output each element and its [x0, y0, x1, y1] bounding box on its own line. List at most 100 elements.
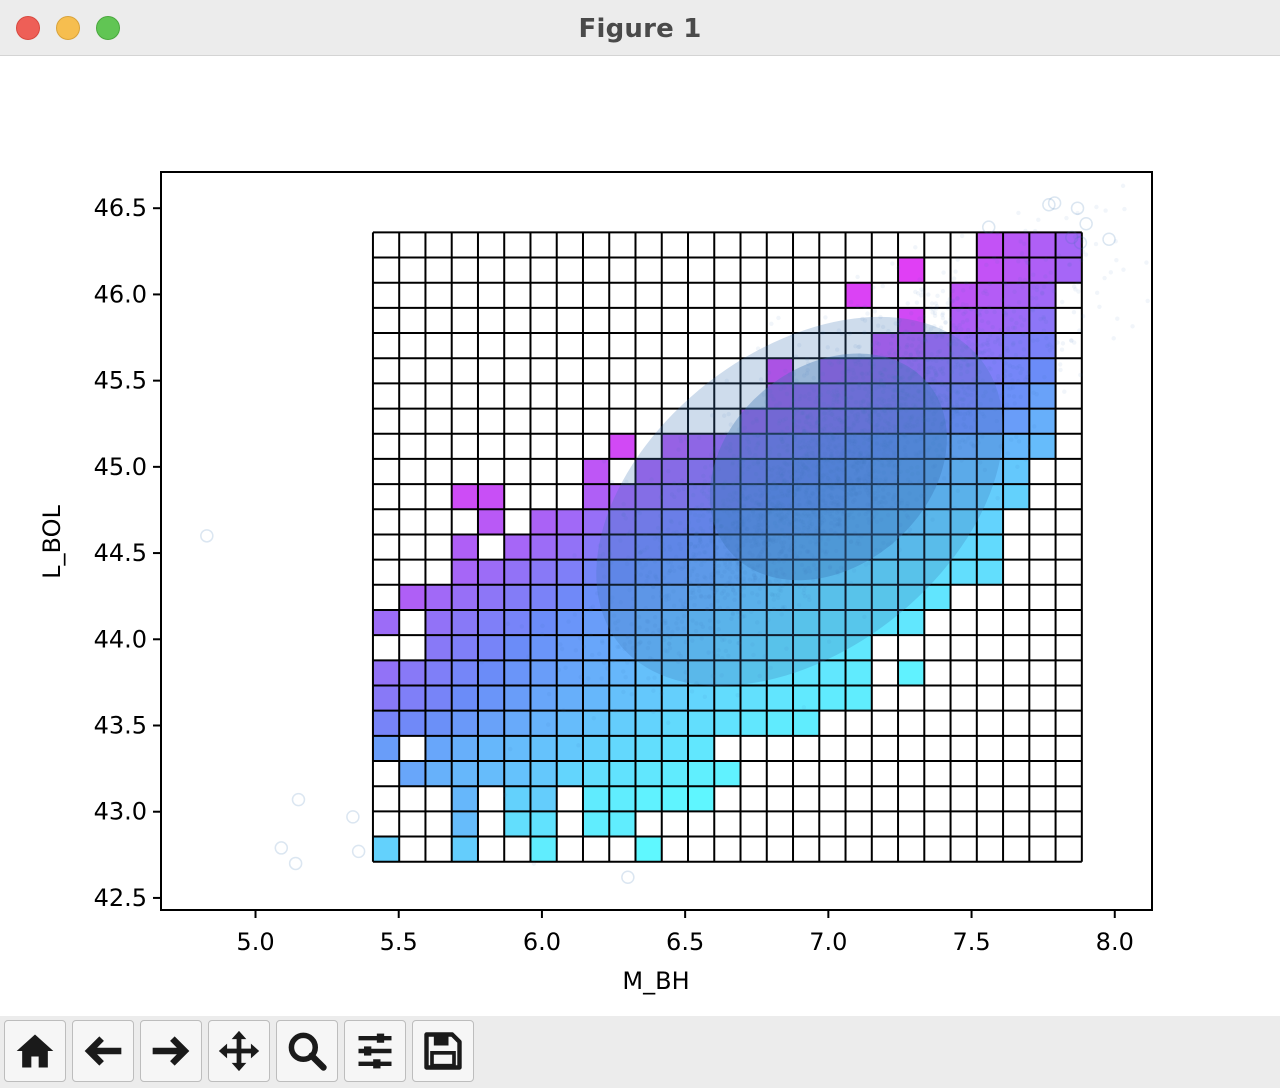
scatter-point [637, 625, 642, 630]
scatter-point [1016, 210, 1021, 216]
close-window-button[interactable] [16, 16, 40, 40]
scatter-point [775, 512, 780, 517]
scatter-point [917, 277, 922, 282]
heatmap-cell [766, 408, 794, 434]
pan-button[interactable] [208, 1020, 270, 1082]
scatter-point [790, 333, 795, 338]
minimize-window-button[interactable] [56, 16, 80, 40]
scatter-point [963, 424, 968, 430]
heatmap-cell [1003, 333, 1030, 359]
heatmap-cell [976, 257, 1004, 283]
scatter-point [769, 538, 774, 543]
scatter-point [1055, 340, 1060, 345]
scatter-point [750, 566, 755, 571]
scatter-point [736, 547, 742, 552]
scatter-point [795, 461, 800, 467]
scatter-point [871, 496, 877, 501]
save-button[interactable] [412, 1020, 474, 1082]
scatter-point [923, 388, 929, 394]
scatter-point [943, 419, 949, 425]
scatter-point [721, 508, 727, 514]
scatter-point [649, 657, 655, 662]
scatter-point [1026, 444, 1032, 449]
scatter-point [704, 606, 710, 612]
heatmap-cell [609, 660, 636, 686]
scatter-point [667, 568, 673, 573]
heatmap-cell [845, 635, 872, 661]
scatter-point [758, 533, 763, 538]
scatter-point [939, 334, 945, 339]
scatter-point [755, 534, 761, 539]
scatter-point [676, 659, 681, 664]
scatter-point [868, 454, 873, 459]
scatter-point [789, 501, 794, 507]
heatmap-cell [582, 786, 610, 812]
scatter-point [851, 451, 856, 456]
scatter-point [847, 439, 852, 444]
heatmap-cell [477, 660, 505, 686]
magnifier-icon [288, 1032, 327, 1071]
scatter-point [707, 487, 712, 493]
home-button[interactable] [4, 1020, 66, 1082]
heatmap-cell [556, 635, 583, 661]
scatter-point [741, 522, 746, 527]
scatter-point [857, 344, 862, 349]
scatter-point [637, 561, 642, 566]
scatter-point [814, 420, 820, 426]
scatter-point [954, 432, 960, 437]
move-arrows-icon [218, 1030, 260, 1072]
heatmap-cell [766, 484, 794, 510]
scatter-point [910, 374, 915, 379]
zoom-button[interactable] [276, 1020, 338, 1082]
heatmap-cell [845, 408, 872, 434]
heatmap-cells [372, 232, 1082, 862]
scatter-point [591, 715, 596, 721]
scatter-point [742, 570, 748, 575]
heatmap-cell [477, 761, 505, 787]
scatter-point [775, 470, 780, 476]
forward-button[interactable] [140, 1020, 202, 1082]
heatmap-cell [1029, 433, 1056, 459]
scatter-point [627, 640, 633, 645]
scatter-point [765, 559, 770, 564]
scatter-point [615, 644, 620, 650]
heatmap-cell [950, 559, 977, 585]
heatmap-cell [740, 685, 767, 711]
maximize-window-button[interactable] [96, 16, 120, 40]
scatter-point [724, 505, 730, 511]
back-button[interactable] [72, 1020, 134, 1082]
heatmap-cell [609, 559, 636, 585]
scatter-point [663, 594, 668, 599]
heatmap-cell [714, 635, 741, 661]
scatter-point [827, 468, 833, 473]
scatter-point [735, 524, 741, 529]
configure-subplots-button[interactable] [344, 1020, 406, 1082]
scatter-point [795, 486, 800, 491]
scatter-point [925, 357, 930, 362]
scatter-point [814, 542, 819, 547]
scatter-point [700, 624, 706, 629]
heatmap-cell [714, 484, 741, 510]
scatter-outlier-point [621, 870, 635, 884]
heatmap-cell [819, 660, 846, 686]
scatter-point [912, 393, 917, 399]
scatter-point [865, 480, 871, 485]
scatter-point [902, 444, 908, 450]
scatter-point [906, 392, 912, 398]
heatmap-cell [1029, 257, 1056, 283]
scatter-point [886, 462, 892, 467]
heatmap-cell [688, 609, 715, 636]
scatter-point [801, 430, 806, 435]
scatter-point [1115, 316, 1120, 321]
scatter-point [769, 591, 774, 597]
scatter-point [709, 463, 714, 468]
heatmap-cell [451, 635, 478, 661]
scatter-point [658, 484, 664, 489]
scatter-point [823, 510, 828, 515]
scatter-point [1005, 451, 1011, 456]
scatter-point [867, 413, 873, 418]
scatter-point [1047, 348, 1052, 353]
scatter-point [942, 418, 948, 424]
scatter-point [809, 385, 814, 390]
scatter-point [645, 557, 650, 562]
